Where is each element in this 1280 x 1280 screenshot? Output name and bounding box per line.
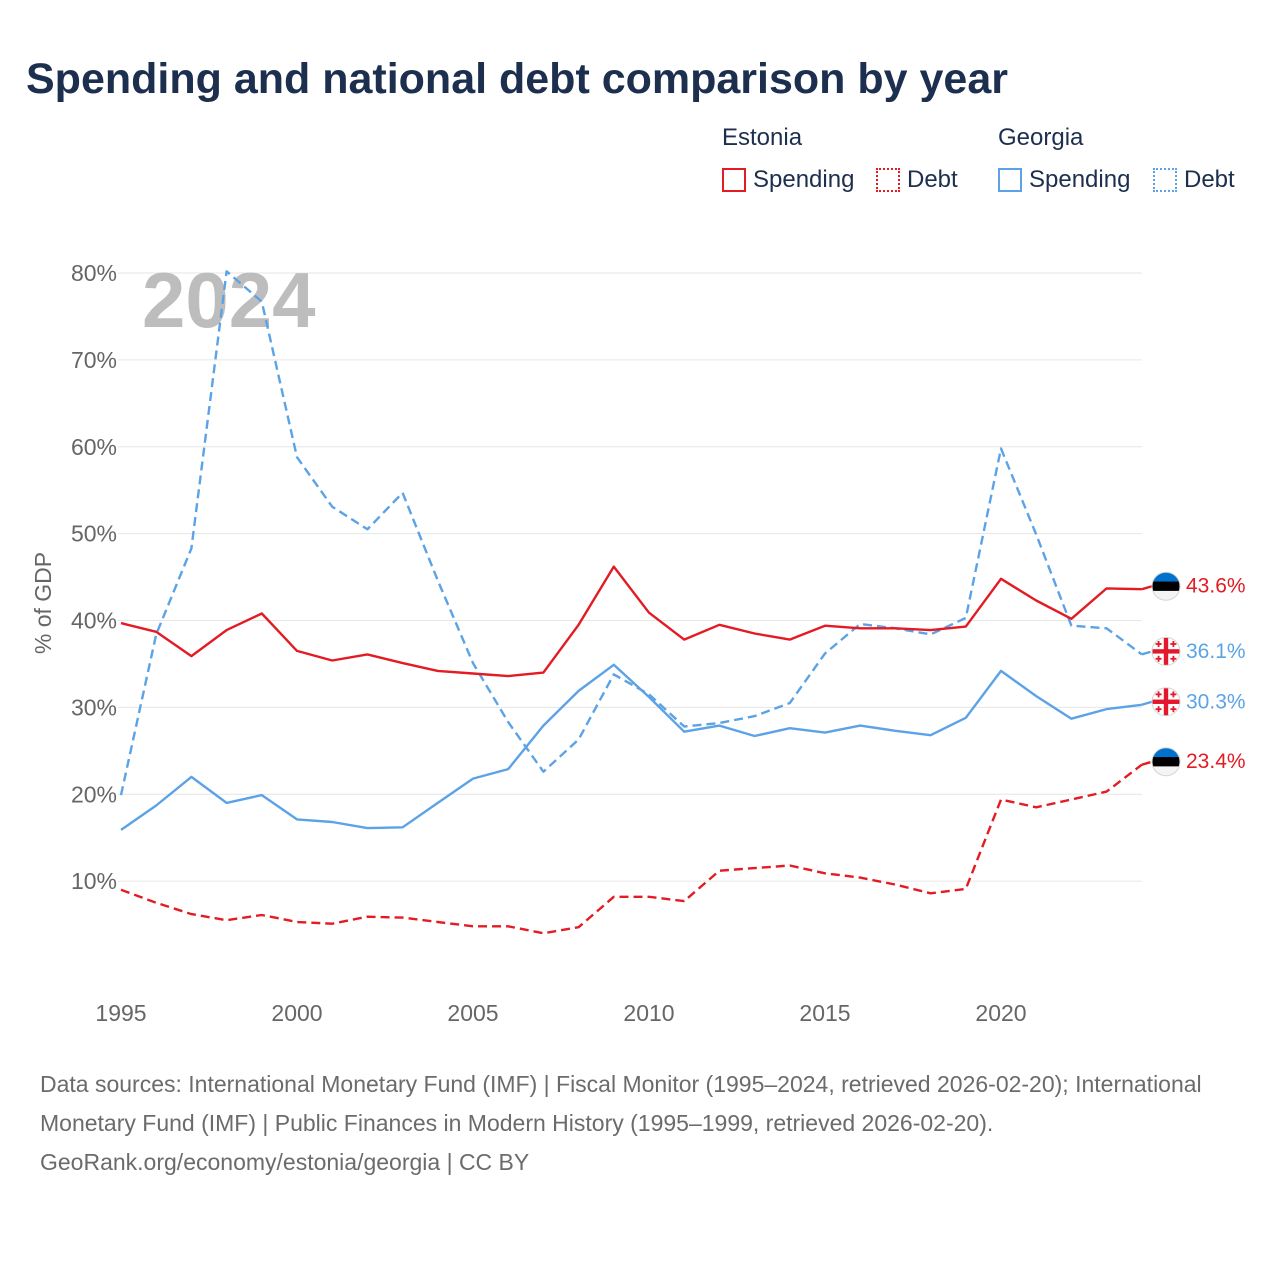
legend-item-estonia-spending[interactable]: Spending xyxy=(722,166,854,194)
x-tick-label: 2020 xyxy=(975,1000,1026,1026)
y-tick-label: 10% xyxy=(71,868,117,894)
legend-swatch-solid xyxy=(998,168,1022,192)
axis-tick-labels: 10% 20% 30% 40% 50% 60% 70% 80% 1995 2000 2005 2010… xyxy=(71,260,1027,1026)
y-tick-label: 70% xyxy=(71,347,117,373)
legend-label: Spending xyxy=(1029,166,1131,193)
estonia-debt-end-connector xyxy=(1141,760,1153,766)
legend-item-estonia-debt[interactable]: Debt xyxy=(876,166,958,194)
x-tick-label: 2015 xyxy=(799,1000,850,1026)
series-lines xyxy=(119,270,1143,935)
x-tick-label: 2005 xyxy=(447,1000,498,1026)
chart-title: Spending and national debt comparison by… xyxy=(26,55,1008,103)
georgia-flag-icon xyxy=(1151,636,1181,666)
georgia-spending-line xyxy=(120,663,1142,831)
georgia-debt-end-label: 36.1% xyxy=(1186,640,1246,663)
x-tick-label: 2000 xyxy=(271,1000,322,1026)
estonia-spending-line xyxy=(120,565,1142,678)
footer: Data sources: International Monetary Fun… xyxy=(40,1065,1240,1182)
y-tick-label: 40% xyxy=(71,608,117,634)
y-tick-label: 20% xyxy=(71,781,117,807)
estonia-spending-end-connector xyxy=(1141,585,1153,591)
estonia-spending-end-label: 43.6% xyxy=(1186,575,1246,598)
y-tick-label: 80% xyxy=(71,260,117,286)
y-tick-label: 50% xyxy=(71,521,117,547)
y-axis-title: % of GDP xyxy=(30,552,56,654)
x-tick-label: 1995 xyxy=(95,1000,146,1026)
legend-label: Debt xyxy=(907,166,958,193)
georgia-debt-end-connector xyxy=(1141,650,1153,656)
estonia-debt-line xyxy=(120,763,1143,935)
legend-swatch-dotted xyxy=(876,168,900,192)
legend-group-estonia: Estonia xyxy=(722,124,803,151)
legend-swatch-dotted xyxy=(1153,168,1177,192)
legend-label: Debt xyxy=(1184,166,1235,193)
legend-group-georgia: Georgia xyxy=(998,124,1084,151)
y-tick-label: 60% xyxy=(71,434,117,460)
credit-line: GeoRank.org/economy/estonia/georgia | CC… xyxy=(40,1149,530,1175)
legend-item-georgia-debt[interactable]: Debt xyxy=(1153,166,1235,194)
georgia-spending-end-label: 30.3% xyxy=(1186,690,1246,713)
x-tick-label: 2010 xyxy=(623,1000,674,1026)
georgia-flag-icon xyxy=(1151,687,1181,717)
georgia-debt-line xyxy=(119,270,1143,796)
estonia-debt-end-label: 23.4% xyxy=(1186,750,1246,773)
line-chart: 2024 % of GDP 10% 20% 30% 40% 50% 60% 70% 80% 19… xyxy=(30,256,1246,1026)
legend-swatch-solid xyxy=(722,168,746,192)
data-sources-note: Data sources: International Monetary Fun… xyxy=(40,1071,1202,1136)
gridlines xyxy=(118,272,1142,882)
georgia-spending-end-connector xyxy=(1141,700,1153,706)
year-watermark: 2024 xyxy=(142,256,316,344)
legend-label: Spending xyxy=(753,166,855,193)
estonia-flag-icon xyxy=(1151,747,1181,777)
y-tick-label: 30% xyxy=(71,694,117,720)
estonia-flag-icon xyxy=(1151,571,1181,601)
legend-item-georgia-spending[interactable]: Spending xyxy=(998,166,1130,194)
series-end-labels: 43.6% 23.4% 30.3% 36.1% xyxy=(1141,571,1246,777)
